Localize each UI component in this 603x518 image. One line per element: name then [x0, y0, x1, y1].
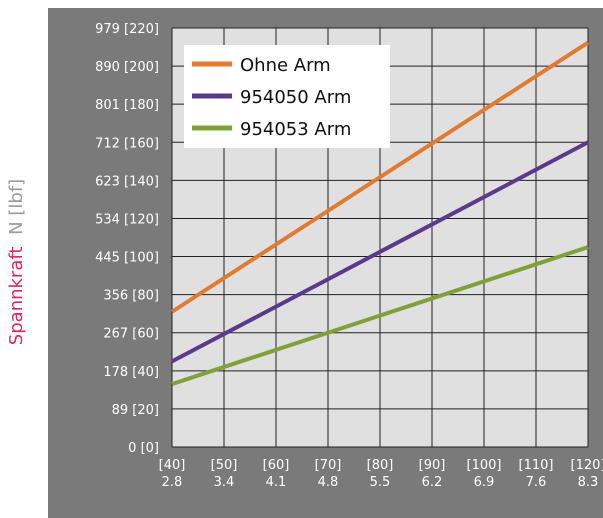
y-tick-label-1: 89 [20] — [112, 403, 159, 418]
x-tick-label-bottom-2: 4.1 — [266, 475, 287, 490]
y-axis-label: Spannkraft N [lbf] — [6, 179, 27, 345]
x-tick-label-bottom-4: 5.5 — [370, 475, 391, 490]
y-tick-label-10: 890 [200] — [95, 60, 159, 75]
x-tick-label-bottom-5: 6.2 — [422, 475, 443, 490]
x-tick-label-top-5: [90] — [419, 458, 446, 473]
legend-label-0: Ohne Arm — [240, 55, 331, 76]
x-tick-labels: [40] 2.8 [50] 3.4 [60] 4.1 [70] 4.8 [80] 5.5 [90] 6… — [159, 458, 603, 490]
x-tick-label-bottom-7: 7.6 — [526, 475, 547, 490]
y-tick-label-6: 534 [120] — [95, 212, 159, 227]
x-tick-label-bottom-1: 3.4 — [214, 475, 235, 490]
y-axis-label-main: Spannkraft — [6, 247, 27, 346]
series-line-0 — [170, 40, 590, 314]
y-tick-label-8: 712 [160] — [95, 136, 159, 151]
x-tick-label-bottom-3: 4.8 — [318, 475, 339, 490]
y-tick-labels: 0 [0] 89 [20] 178 [40] 267 [60] 356 [80] 445 … — [95, 22, 159, 456]
x-tick-label-bottom-6: 6.9 — [474, 475, 495, 490]
x-tick-label-top-7: [110] — [519, 458, 554, 473]
legend-label-1: 954050 Arm — [240, 87, 351, 108]
x-tick-label-top-3: [70] — [315, 458, 342, 473]
x-tick-label-top-4: [80] — [367, 458, 394, 473]
series-line-2 — [171, 245, 589, 386]
y-tick-label-3: 267 [60] — [103, 327, 159, 342]
series-line-1 — [171, 140, 589, 364]
x-tick-label-top-6: [100] — [467, 458, 502, 473]
x-tick-label-top-2: [60] — [263, 458, 290, 473]
y-tick-label-5: 445 [100] — [95, 251, 159, 266]
x-tick-label-top-1: [50] — [211, 458, 238, 473]
y-tick-label-7: 623 [140] — [95, 174, 159, 189]
legend: Ohne Arm 954050 Arm 954053 Arm — [184, 45, 390, 148]
y-axis-label-unit: N [lbf] — [6, 179, 27, 235]
y-tick-label-2: 178 [40] — [103, 365, 159, 380]
series-lines — [170, 40, 590, 386]
y-tick-label-0: 0 [0] — [128, 441, 159, 456]
x-tick-label-top-8: [120] — [571, 458, 603, 473]
y-tick-label-4: 356 [80] — [103, 289, 159, 304]
legend-label-2: 954053 Arm — [240, 119, 351, 140]
y-tick-label-11: 979 [220] — [95, 22, 159, 37]
x-tick-label-top-0: [40] — [159, 458, 186, 473]
y-tick-label-9: 801 [180] — [95, 98, 159, 113]
x-tick-label-bottom-8: 8.3 — [578, 475, 599, 490]
x-tick-label-bottom-0: 2.8 — [162, 475, 183, 490]
